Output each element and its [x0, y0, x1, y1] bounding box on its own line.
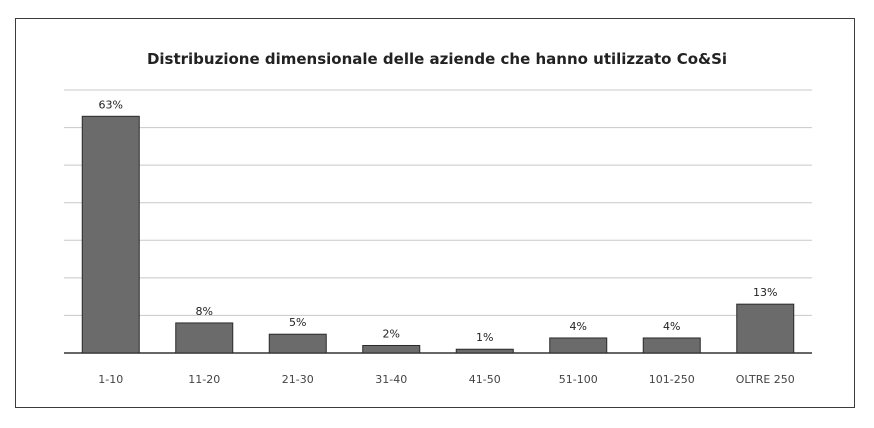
bar-oltre-250	[736, 303, 795, 354]
bar-1-10	[81, 115, 140, 354]
bar-21-30	[268, 333, 327, 354]
x-tick-label: 1-10	[98, 373, 123, 386]
data-label: 8%	[196, 305, 213, 318]
x-tick-label: OLTRE 250	[736, 373, 795, 386]
bar-41-50	[455, 348, 514, 354]
x-tick-label: 101-250	[649, 373, 695, 386]
x-tick-label: 21-30	[282, 373, 314, 386]
bar-51-100	[549, 337, 608, 354]
chart-frame	[15, 18, 855, 408]
chart-title: Distribuzione dimensionale delle aziende…	[146, 50, 728, 68]
x-tick-label: 41-50	[469, 373, 501, 386]
bars	[81, 115, 795, 354]
value-labels: 63% 8% 5% 2% 1% 4% 4% 13%	[99, 98, 778, 344]
x-tick-labels: 1-10 11-20 21-30 31-40 41-50 51-100 101-250 OLT…	[98, 373, 795, 386]
data-label: 4%	[570, 320, 587, 333]
data-label: 1%	[476, 331, 493, 344]
bar-31-40	[362, 344, 421, 354]
gridlines	[64, 89, 812, 354]
data-label: 5%	[289, 316, 306, 329]
data-label: 63%	[99, 98, 123, 111]
x-tick-label: 11-20	[188, 373, 220, 386]
x-tick-label: 31-40	[375, 373, 407, 386]
x-tick-label: 51-100	[559, 373, 598, 386]
bar-101-250	[642, 337, 701, 354]
bar-11-20	[175, 322, 234, 354]
data-label: 2%	[383, 327, 400, 340]
data-label: 4%	[663, 320, 680, 333]
data-label: 13%	[753, 286, 777, 299]
